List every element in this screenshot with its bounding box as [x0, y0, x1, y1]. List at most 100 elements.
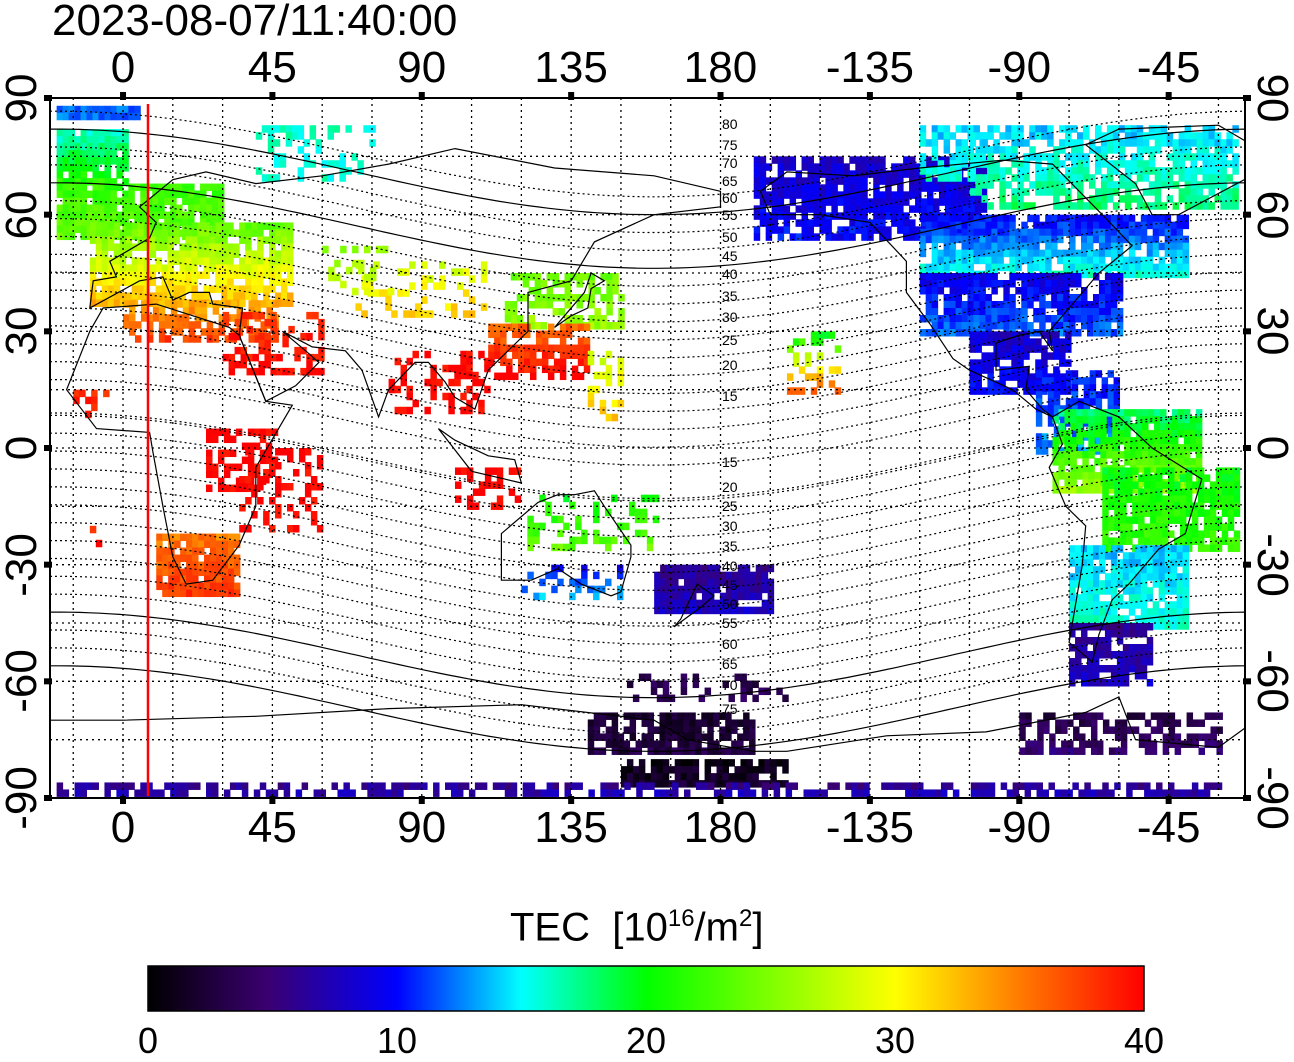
tec-cell [861, 163, 867, 171]
tec-cell [956, 264, 962, 272]
tec-cell [198, 583, 204, 591]
tec-cell [956, 294, 962, 302]
tec-cell [1191, 167, 1197, 175]
tec-cell [247, 326, 253, 334]
tec-cell [1065, 202, 1071, 210]
tec-cell [1087, 580, 1093, 588]
tec-cell [760, 177, 766, 185]
tec-cell [802, 184, 808, 192]
tec-cell [823, 331, 829, 339]
tec-cell [1099, 236, 1105, 244]
tec-cell [215, 257, 221, 265]
tec-cell [973, 294, 979, 302]
tec-cell [975, 345, 981, 353]
tec-cell [1147, 644, 1153, 652]
tec-cell [1222, 467, 1228, 475]
x-tick-top: 45 [248, 46, 297, 90]
tec-cell [991, 315, 997, 323]
tec-cell [612, 789, 618, 797]
tec-cell [1183, 257, 1189, 265]
tec-cell [1222, 488, 1228, 496]
tec-cell [156, 576, 162, 584]
tec-cell [1183, 566, 1189, 574]
tec-cell [1192, 789, 1198, 797]
tec-cell [1053, 345, 1059, 353]
tec-cell [979, 243, 985, 251]
tec-cell [1039, 280, 1045, 288]
tec-cell [738, 579, 744, 587]
tec-cell [298, 125, 304, 133]
tec-cell [92, 184, 98, 192]
tec-cell [228, 576, 234, 584]
tec-cell [203, 222, 209, 230]
tec-cell [1179, 174, 1185, 182]
tec-cell [455, 495, 461, 503]
tec-cell [57, 106, 63, 114]
tec-cell [1123, 559, 1129, 567]
tec-cell [1171, 559, 1177, 567]
tec-cell [1208, 125, 1214, 133]
tec-cell [407, 407, 413, 415]
tec-cell [542, 359, 548, 367]
tec-cell [227, 243, 233, 251]
tec-cell [254, 789, 260, 797]
tec-cell [138, 278, 144, 286]
tec-cell [1088, 465, 1094, 473]
tec-cell [1137, 174, 1143, 182]
tec-cell [442, 365, 448, 373]
tec-cell [743, 712, 749, 720]
tec-cell [165, 335, 171, 343]
x-tick-bottom: 45 [248, 806, 297, 850]
tec-cell [1172, 423, 1178, 431]
tec-cell [1149, 181, 1155, 189]
tec-cell [1156, 481, 1162, 489]
tec-cell [1111, 273, 1117, 281]
tec-cell [1108, 467, 1114, 475]
tec-cell [987, 380, 993, 388]
tec-cell [92, 113, 98, 121]
tec-cell [1184, 451, 1190, 459]
tec-cell [1108, 789, 1114, 797]
tec-cell [921, 205, 927, 213]
tec-cell [1089, 181, 1095, 189]
tec-cell [985, 308, 991, 316]
tec-cell [275, 511, 281, 519]
tec-cell [227, 250, 233, 258]
tec-cell [275, 448, 281, 456]
tec-cell [1005, 345, 1011, 353]
tec-cell [103, 390, 109, 398]
tec-cell [799, 387, 805, 395]
tec-cell [1121, 747, 1127, 755]
tec-cell [287, 250, 293, 258]
tec-cell [1183, 580, 1189, 588]
tec-cell [654, 600, 660, 608]
tec-cell [983, 782, 989, 790]
tec-cell [909, 205, 915, 213]
tec-cell [63, 113, 69, 121]
tec-cell [1204, 516, 1210, 524]
tec-cell [254, 443, 260, 451]
tec-cell [108, 222, 114, 230]
tec-cell [287, 525, 293, 533]
tec-cell [1214, 160, 1220, 168]
tec-cell [991, 280, 997, 288]
tec-cell [98, 157, 104, 165]
tec-cell [1139, 740, 1145, 748]
tec-cell [189, 300, 195, 308]
tec-cell [87, 136, 93, 144]
tec-cell [1021, 301, 1027, 309]
tec-cell [257, 229, 263, 237]
tec-cell [1064, 416, 1070, 424]
tec-cell [969, 359, 975, 367]
tec-cell [264, 361, 270, 369]
tec-cell [57, 171, 63, 179]
tec-cell [933, 198, 939, 206]
tec-cell [1099, 566, 1105, 574]
tec-cell [708, 782, 714, 790]
tec-cell [110, 136, 116, 144]
tec-cell [1077, 202, 1083, 210]
tec-cell [177, 300, 183, 308]
tec-cell [96, 540, 102, 548]
tec-cell [932, 146, 938, 154]
tec-cell [594, 726, 600, 734]
